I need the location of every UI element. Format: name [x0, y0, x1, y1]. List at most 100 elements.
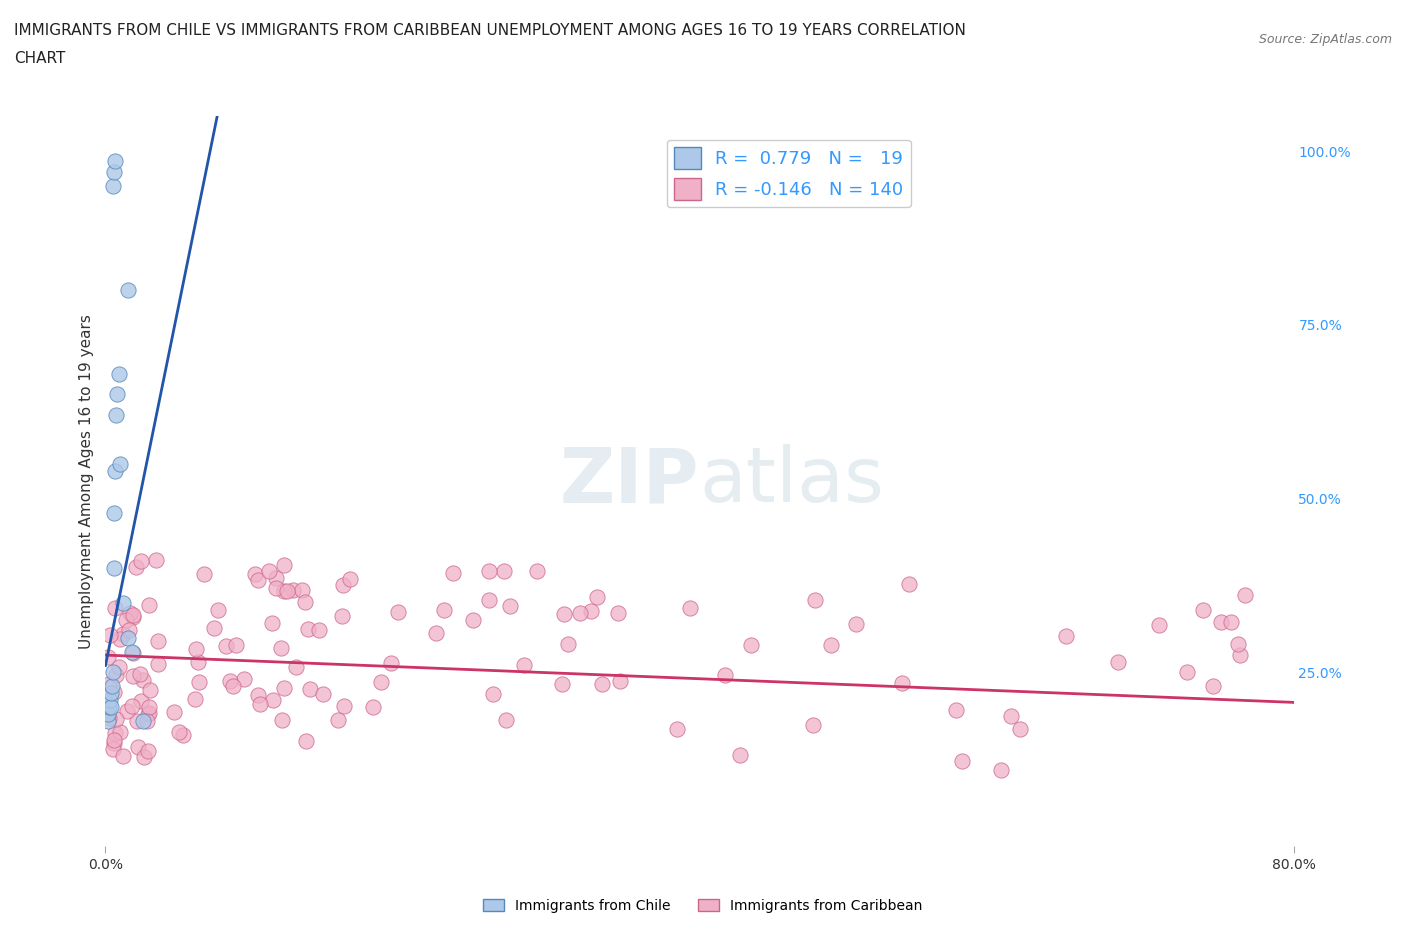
Point	[291, 583, 314, 598]
Point	[187, 655, 209, 670]
Point	[1226, 637, 1249, 652]
Point	[339, 572, 361, 587]
Point	[225, 637, 247, 652]
Point	[249, 697, 271, 711]
Point	[129, 666, 152, 681]
Point	[308, 622, 330, 637]
Point	[1192, 603, 1215, 618]
Point	[551, 677, 574, 692]
Point	[499, 598, 522, 613]
Point	[553, 606, 575, 621]
Point	[114, 612, 136, 627]
Point	[162, 704, 184, 719]
Point	[127, 739, 149, 754]
Point	[115, 703, 138, 718]
Point	[104, 725, 127, 740]
Point	[891, 675, 914, 690]
Point	[898, 577, 921, 591]
Point	[108, 659, 131, 674]
Point	[679, 600, 702, 615]
Point	[312, 686, 335, 701]
Text: Source: ZipAtlas.com: Source: ZipAtlas.com	[1258, 33, 1392, 46]
Point	[264, 581, 287, 596]
Point	[740, 638, 762, 653]
Point	[295, 733, 318, 748]
Point	[222, 678, 245, 693]
Point	[1233, 588, 1256, 603]
Point	[1107, 655, 1129, 670]
Point	[478, 592, 501, 607]
Point	[591, 676, 613, 691]
Point	[110, 457, 132, 472]
Point	[103, 685, 125, 700]
Point	[103, 733, 125, 748]
Point	[950, 754, 973, 769]
Point	[606, 605, 628, 620]
Point	[101, 679, 124, 694]
Point	[146, 633, 169, 648]
Point	[1229, 647, 1251, 662]
Point	[257, 564, 280, 578]
Point	[332, 578, 354, 592]
Point	[801, 717, 824, 732]
Point	[136, 707, 159, 722]
Text: ZIP: ZIP	[560, 445, 700, 518]
Point	[273, 680, 295, 695]
Point	[273, 584, 295, 599]
Point	[714, 667, 737, 682]
Point	[129, 693, 152, 708]
Point	[108, 631, 131, 646]
Point	[98, 627, 121, 642]
Point	[557, 637, 579, 652]
Point	[260, 616, 283, 631]
Point	[138, 706, 160, 721]
Point	[112, 626, 135, 641]
Point	[1211, 615, 1233, 630]
Point	[193, 567, 215, 582]
Point	[245, 566, 267, 581]
Point	[215, 639, 238, 654]
Point	[568, 605, 591, 620]
Point	[276, 583, 298, 598]
Point	[145, 552, 167, 567]
Point	[121, 644, 143, 659]
Point	[273, 558, 295, 573]
Point	[294, 595, 316, 610]
Point	[118, 623, 141, 638]
Point	[101, 665, 124, 680]
Point	[122, 669, 145, 684]
Point	[100, 699, 122, 714]
Point	[103, 561, 125, 576]
Point	[104, 154, 127, 169]
Point	[299, 681, 322, 696]
Point	[101, 741, 124, 756]
Point	[98, 693, 121, 708]
Point	[108, 724, 131, 739]
Point	[609, 673, 631, 688]
Point	[482, 687, 505, 702]
Point	[495, 712, 517, 727]
Point	[425, 625, 447, 640]
Point	[1202, 679, 1225, 694]
Point	[326, 713, 349, 728]
Point	[492, 564, 515, 578]
Point	[361, 699, 384, 714]
Point	[297, 621, 319, 636]
Point	[586, 589, 609, 604]
Point	[820, 638, 842, 653]
Point	[219, 674, 242, 689]
Point	[138, 598, 160, 613]
Point	[1008, 722, 1031, 737]
Point	[98, 676, 121, 691]
Point	[118, 605, 141, 620]
Point	[108, 366, 131, 381]
Point	[247, 687, 270, 702]
Point	[122, 608, 145, 623]
Point	[139, 683, 162, 698]
Legend: R =  0.779   N =   19, R = -0.146   N = 140: R = 0.779 N = 19, R = -0.146 N = 140	[666, 140, 911, 207]
Point	[1054, 629, 1077, 644]
Point	[121, 698, 143, 713]
Point	[387, 604, 409, 619]
Point	[112, 595, 135, 610]
Point	[104, 463, 127, 478]
